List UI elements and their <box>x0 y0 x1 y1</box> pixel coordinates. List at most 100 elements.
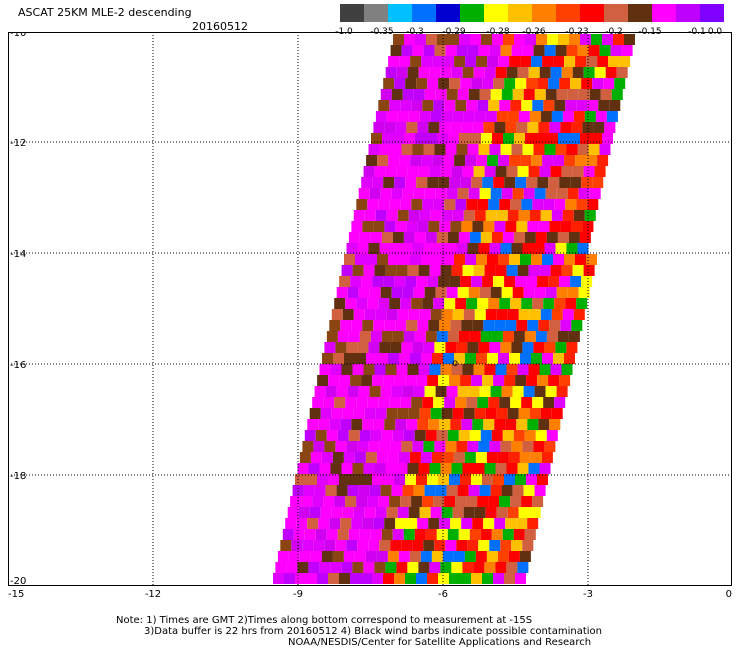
swath-cell <box>383 375 395 386</box>
swath-cell <box>436 529 448 540</box>
swath-cell <box>428 320 440 331</box>
swath-cell <box>448 133 459 144</box>
longitude-label: -9 <box>293 589 303 598</box>
swath-cell <box>522 45 534 56</box>
swath-cell <box>544 45 556 56</box>
swath-cell <box>363 166 375 177</box>
swath-cell <box>451 166 463 177</box>
swath-cell <box>424 485 436 496</box>
swath-cell <box>400 199 412 210</box>
swath-cell <box>523 386 535 397</box>
swath-cell <box>329 419 341 430</box>
swath-cell <box>359 331 371 342</box>
swath-cell <box>357 243 369 254</box>
swath-cell <box>512 485 524 496</box>
swath-cell <box>414 331 426 342</box>
swath-cell <box>495 364 507 375</box>
swath-cell <box>391 287 403 298</box>
swath-cell <box>490 188 502 199</box>
swath-cell <box>479 188 491 199</box>
swath-cell <box>517 166 529 177</box>
swath-cell <box>388 56 400 67</box>
swath-cell <box>367 298 379 309</box>
swath-cell <box>435 386 447 397</box>
swath-cell <box>550 67 562 78</box>
swath-cell <box>423 243 435 254</box>
swath-cell <box>344 353 355 364</box>
swath-cell <box>523 287 535 298</box>
swath-cell <box>489 342 501 353</box>
swath-cell <box>602 133 613 144</box>
swath-cell <box>455 298 467 309</box>
swath-cell <box>477 397 489 408</box>
swath-cell <box>441 408 453 419</box>
swath-cell <box>391 386 403 397</box>
swath-cell <box>539 364 551 375</box>
swath-cell <box>377 353 388 364</box>
swath-cell <box>451 463 463 474</box>
swath-cell <box>359 529 371 540</box>
axis-labels: -10-12-14-16-18-20-15-12-9-6-309:199:18o <box>8 32 732 598</box>
swath-cell <box>451 67 463 78</box>
swath-cell <box>445 144 457 155</box>
swath-cell <box>405 78 417 89</box>
swath-cell <box>378 496 390 507</box>
swath-cell <box>500 45 512 56</box>
swath-cell <box>433 496 445 507</box>
swath-cell <box>550 265 562 276</box>
swath-cell <box>509 56 521 67</box>
colorbar-swatch <box>460 4 484 22</box>
swath-cell <box>440 364 452 375</box>
swath-cell <box>426 133 437 144</box>
swath-cell <box>385 166 397 177</box>
swath-cell <box>464 551 476 562</box>
swath-cell <box>442 452 454 463</box>
swath-cell <box>419 408 431 419</box>
swath-cell <box>361 573 372 584</box>
swath-cell <box>473 463 485 474</box>
swath-cell <box>554 100 566 111</box>
swath-cell <box>411 496 423 507</box>
swath-cell <box>446 287 458 298</box>
swath-cell <box>577 144 589 155</box>
swath-cell <box>394 474 405 485</box>
swath-cell <box>348 529 360 540</box>
swath-cell <box>514 133 525 144</box>
swath-cell <box>457 287 469 298</box>
swath-cell <box>339 573 350 584</box>
swath-cell <box>454 254 465 265</box>
swath-cell <box>430 507 442 518</box>
colorbar-swatch <box>388 4 412 22</box>
swath-cell <box>509 353 520 364</box>
swath-cell <box>419 111 431 122</box>
swath-cell <box>411 199 423 210</box>
swath-cell <box>451 265 463 276</box>
swath-cell <box>446 386 458 397</box>
swath-cell <box>307 419 319 430</box>
swath-cell <box>544 144 556 155</box>
map-frame <box>8 32 732 586</box>
swath-cell <box>551 111 563 122</box>
colorbar-swatch <box>580 4 604 22</box>
swath-cell <box>424 188 436 199</box>
swath-cell <box>433 199 445 210</box>
swath-cell <box>572 67 584 78</box>
swath-cell <box>529 210 541 221</box>
swath-cell <box>396 364 408 375</box>
swath-cell <box>493 78 505 89</box>
swath-cell <box>513 430 525 441</box>
swath-cell <box>526 276 538 287</box>
swath-cell <box>423 45 435 56</box>
swath-cell <box>422 298 434 309</box>
swath-cell <box>290 496 302 507</box>
swath-cell <box>412 342 424 353</box>
swath-cell <box>495 67 507 78</box>
swath-cell <box>538 419 550 430</box>
swath-cell <box>374 166 386 177</box>
swath-cell <box>450 221 462 232</box>
swath-cell <box>436 232 448 243</box>
swath-cell <box>427 375 439 386</box>
swath-cell <box>415 133 426 144</box>
swath-cell <box>297 562 309 573</box>
swath-cell <box>307 518 319 529</box>
